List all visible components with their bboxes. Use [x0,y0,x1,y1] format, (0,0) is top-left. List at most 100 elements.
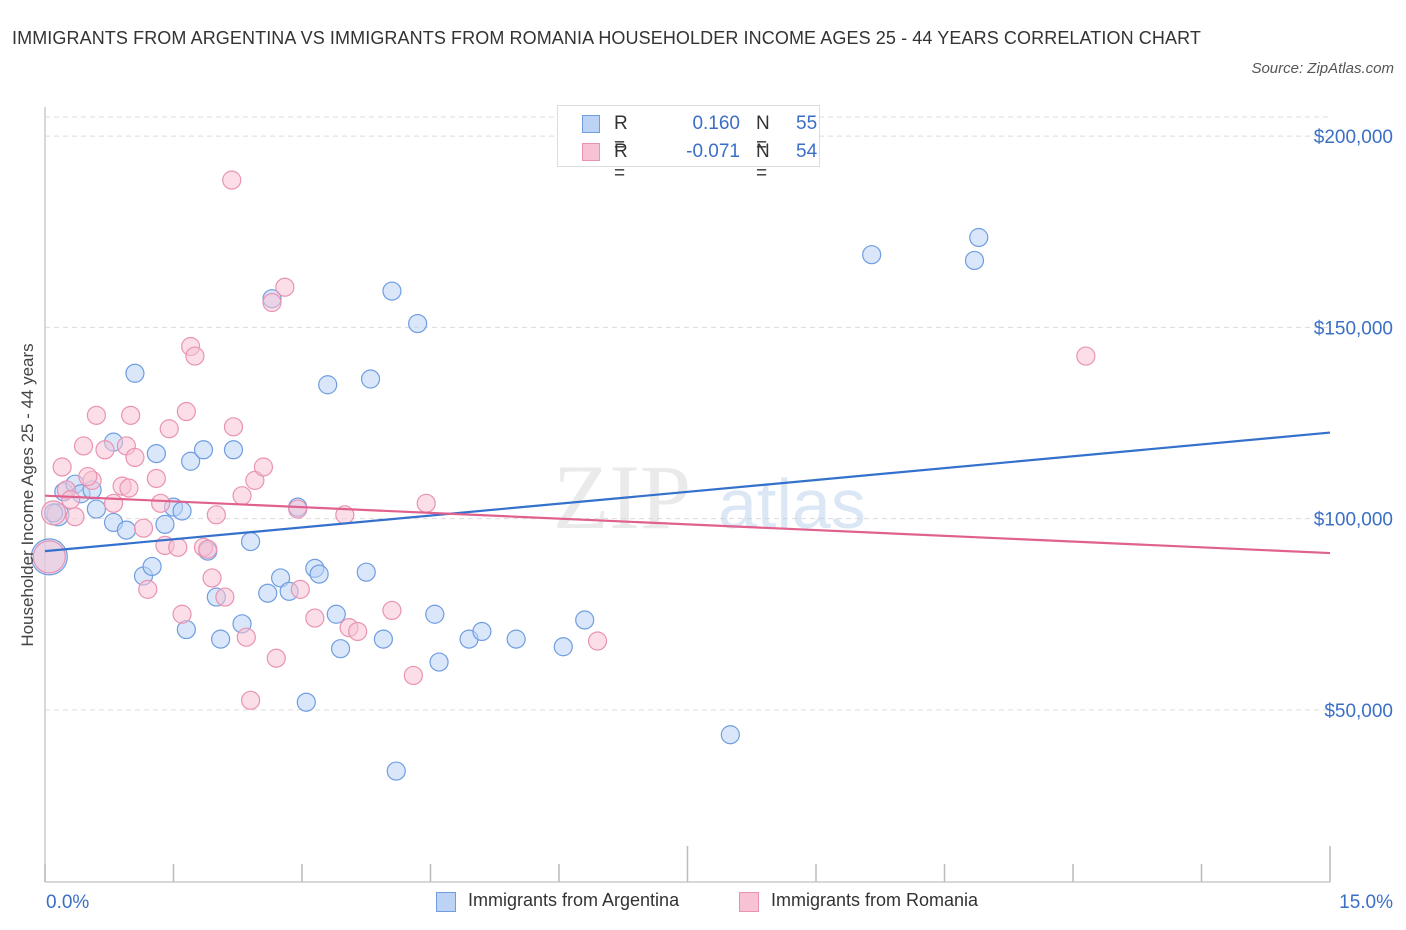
romania-point [245,470,265,490]
romania-point [73,436,94,456]
romania-point [95,440,115,460]
argentina-point [862,245,882,265]
argentina-point [155,514,175,534]
argentina-point [86,499,107,519]
legend-r-label: R = [614,141,628,184]
chart-title: IMMIGRANTS FROM ARGENTINA VS IMMIGRANTS … [12,28,1201,48]
romania-point [382,600,402,621]
romania-point [253,457,274,477]
romania-point [241,690,261,710]
argentina-point [193,440,214,460]
romania-point [32,540,66,574]
romania-point [223,417,244,437]
y-tick-label: $200,000 [1314,127,1393,148]
legend-r-value: -0.071 [686,141,740,162]
x-tick-label-max: 15.0% [1339,892,1393,913]
romania-point [125,447,145,468]
romania-point [172,604,192,624]
romania-point [168,537,188,557]
y-axis-label: Householder Income Ages 25 - 44 years [18,343,37,647]
y-axis-label-wrap: Householder Income Ages 25 - 44 years [14,320,42,670]
y-tick-label: $100,000 [1314,510,1393,531]
romania-point [290,579,310,599]
argentina-point [408,313,428,334]
argentina-point [969,227,989,248]
legend-n-value: 55 [796,113,818,134]
romania-point [288,499,308,519]
romania-point [65,507,85,527]
romania-point [176,401,196,422]
romania-point [215,587,235,607]
romania-point [222,170,242,190]
trend-lines [44,431,1331,555]
source-label: Source: ZipAtlas.com [1251,60,1394,77]
romania-point [78,466,98,487]
watermark: ZIP atlas [553,446,866,548]
argentina-point [125,363,145,383]
series-label-argentina: Immigrants from Argentina [468,890,680,910]
romania-point [159,419,179,439]
romania-point [1076,346,1096,366]
series-swatch-argentina [436,892,456,912]
argentina-point [330,639,351,659]
axes [44,107,1331,883]
legend-r-label: R = [614,113,628,156]
series-swatch-romania [739,892,759,912]
x-tick-label-min: 0.0% [46,892,89,913]
romania-point [266,648,286,668]
romania-point [40,500,67,526]
argentina-point [211,629,231,649]
romania-trend-line [44,494,1331,555]
tick-labels: $200,000 $150,000 $100,000 $50,000 0.0% 15.0% [46,127,1393,913]
romania-point [275,277,295,297]
argentina-point [146,444,166,464]
romania-point [206,505,226,525]
argentina-point [241,531,261,552]
argentina-point [356,562,376,582]
romania-point [198,539,218,559]
argentina-point [425,604,445,624]
argentina-point [258,583,278,603]
argentina-trend-line [44,431,1331,553]
argentina-point [373,629,393,649]
argentina-point [382,281,402,301]
legend-n-label: N = [756,141,770,184]
argentina-point [296,692,316,712]
argentina-point [318,375,338,395]
argentina-point [142,556,162,577]
argentina-point [360,369,381,389]
romania-point [202,568,222,588]
argentina-point [720,725,740,745]
romania-point [348,621,368,642]
series-label-romania: Immigrants from Romania [771,890,979,910]
romania-point [151,493,171,513]
y-tick-label: $150,000 [1314,318,1393,339]
romania-point [232,486,252,506]
romania-point [185,346,205,366]
romania-point [121,405,141,425]
argentina-point [472,621,492,642]
argentina-point [506,629,526,649]
y-tick-label: $50,000 [1324,701,1393,722]
legend-swatch-romania [582,143,600,161]
legend-r-value: 0.160 [692,113,740,134]
legend-n-value: 54 [796,141,818,162]
argentina-point [181,451,201,471]
romania-point [138,579,158,599]
romania-point [236,627,256,647]
romania-point [103,493,124,513]
romania-point [262,292,282,313]
romania-point [61,489,81,510]
argentina-point [964,250,985,271]
romania-point [119,478,139,498]
romania-point [86,405,107,425]
legend-n-label: N = [756,113,770,156]
romania-point [403,665,423,686]
argentina-point [223,440,244,460]
argentina-point [429,652,449,672]
romania-point [133,518,154,538]
romania-point [587,631,608,651]
argentina-point [172,501,192,521]
argentina-point [326,604,346,624]
romania-point [305,608,325,628]
